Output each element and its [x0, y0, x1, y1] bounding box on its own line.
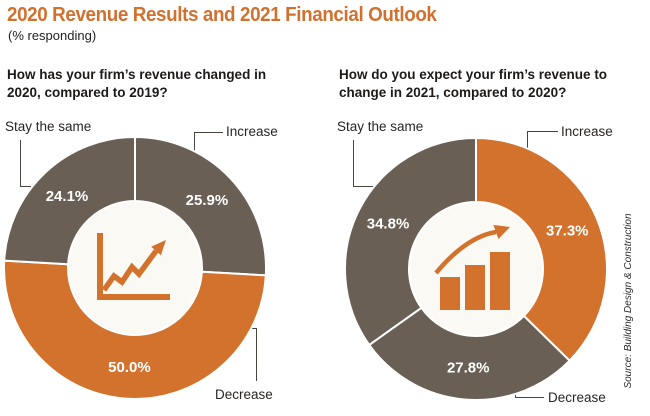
segment-value-label: 37.3%: [546, 223, 589, 240]
arrow-head: [151, 240, 166, 256]
connector-line: [527, 131, 558, 159]
question-2020-line2: 2020, compared to 2019?: [7, 84, 168, 100]
segment-value-label: 50.0%: [108, 359, 151, 376]
donut-segment-decrease: [3, 259, 267, 400]
bar-medium: [465, 265, 485, 310]
segment-value-label: 25.9%: [186, 192, 229, 209]
line-chart-up-icon: [97, 233, 170, 300]
segment-value-label: 27.8%: [447, 360, 490, 377]
callout-increase-2021: Increase: [561, 124, 613, 139]
question-2020: How has your firm’s revenue changed in 2…: [7, 66, 266, 102]
page-subtitle: (% responding): [8, 28, 97, 43]
segment-value-label: 34.8%: [367, 216, 410, 233]
question-2020-line1: How has your firm’s revenue changed in: [7, 67, 267, 82]
bar-chart-up-icon: [434, 224, 510, 310]
segment-value-label: 24.1%: [46, 188, 89, 205]
question-2021: How do you expect your firm’s revenue to…: [339, 66, 607, 102]
arrow-head: [493, 224, 510, 239]
page-title: 2020 Revenue Results and 2021 Financial …: [7, 4, 437, 26]
callout-stay-the-same-2021: Stay the same: [337, 119, 424, 134]
donut-segment-decrease: [368, 306, 571, 401]
callout-decrease-2021: Decrease: [548, 390, 606, 405]
bar-small: [440, 277, 460, 310]
growth-curve: [434, 229, 497, 275]
question-2021-line2: change in 2021, compared to 2020?: [339, 84, 567, 100]
donut-segment-increase: [475, 137, 608, 362]
question-2021-line1: How do you expect your firm’s revenue to: [339, 67, 608, 82]
axes-lines: [97, 233, 170, 300]
donut-segment-stay-the-same: [3, 136, 136, 266]
donut-segment-stay-the-same: [344, 137, 477, 346]
callout-increase-2020: Increase: [226, 124, 278, 139]
callout-decrease-2020: Decrease: [215, 387, 273, 402]
source-credit: Source: Building Design & Construction: [623, 213, 634, 389]
connector-line: [194, 132, 223, 162]
callout-stay-the-same-2020: Stay the same: [5, 119, 92, 134]
bar-large: [490, 252, 510, 310]
donut-segment-increase: [134, 136, 267, 277]
trend-line: [101, 249, 159, 292]
connector-line: [353, 140, 381, 187]
